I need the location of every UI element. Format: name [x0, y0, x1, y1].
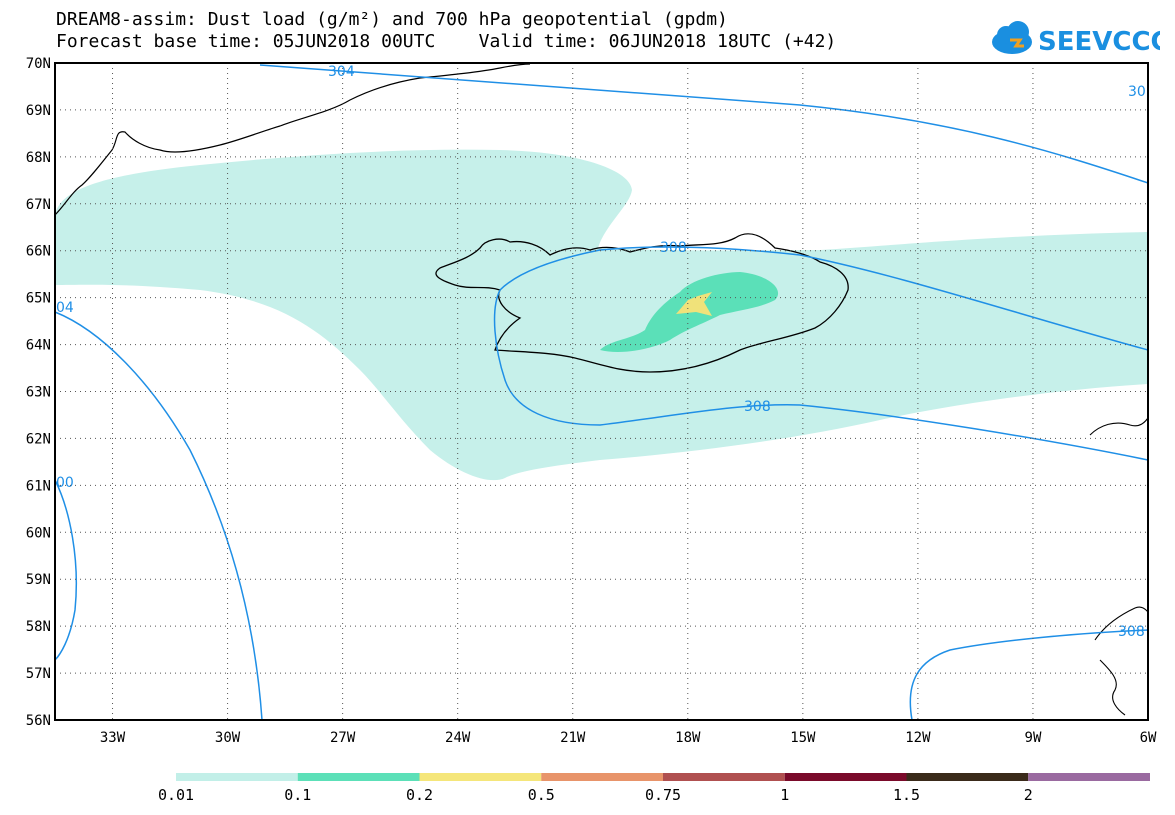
- lon-tick-label: 12W: [905, 730, 931, 746]
- lon-tick-label: 24W: [445, 730, 471, 746]
- lon-tick-label: 6W: [1140, 730, 1157, 746]
- legend-label: 2: [1023, 786, 1033, 804]
- contour-label: 308: [1118, 624, 1145, 640]
- geopotential-contours: [54, 64, 1149, 721]
- seevccc-logo: SEEVCCC: [992, 21, 1160, 57]
- legend-label: 0.2: [405, 786, 434, 804]
- legend-swatch: [906, 773, 1029, 781]
- lon-tick-label: 27W: [330, 730, 356, 746]
- legend-swatch: [541, 773, 663, 781]
- lat-tick-label: 56N: [26, 713, 51, 729]
- lat-tick-label: 63N: [26, 385, 51, 401]
- lat-tick-label: 59N: [26, 572, 51, 588]
- contour-label: 04: [56, 300, 74, 316]
- lon-tick-label: 30W: [215, 730, 241, 746]
- legend-label: 0.75: [644, 786, 682, 804]
- legend-swatch: [1028, 773, 1150, 781]
- legend-label: 0.5: [527, 786, 555, 804]
- lat-tick-label: 61N: [26, 478, 51, 494]
- contour-label: 00: [56, 475, 74, 491]
- contour-label: 30: [1128, 84, 1146, 100]
- lat-tick-label: 69N: [26, 103, 51, 119]
- lon-tick-label: 18W: [675, 730, 701, 746]
- legend-label: 0.1: [284, 786, 312, 804]
- map-frame: [54, 62, 1149, 721]
- lat-tick-label: 58N: [26, 619, 51, 635]
- contour-label: 308: [660, 240, 687, 256]
- contour-label: 304: [328, 64, 355, 80]
- contour-308-lower: [493, 289, 1149, 461]
- contour-label: 308: [744, 399, 771, 415]
- greenland-coastline: [54, 63, 531, 216]
- longitude-labels: 33W 30W 27W 24W 21W 18W 15W 12W 9W 6W: [100, 730, 1157, 746]
- cloud-icon: [992, 21, 1032, 54]
- legend-swatch: [297, 773, 420, 781]
- contour-308-upper: [499, 246, 1149, 351]
- lon-tick-label: 21W: [560, 730, 586, 746]
- legend-swatch: [784, 773, 907, 781]
- legend-swatch: [176, 773, 298, 781]
- lat-tick-label: 67N: [26, 197, 51, 213]
- lat-tick-label: 57N: [26, 666, 51, 682]
- lat-tick-label: 68N: [26, 150, 51, 166]
- contour-labels: 304 308 308 04 00 308 30: [56, 64, 1146, 640]
- lat-tick-label: 66N: [26, 244, 51, 260]
- legend-swatch: [419, 773, 542, 781]
- lat-tick-label: 64N: [26, 338, 51, 354]
- logo-text: SEEVCCC: [1038, 27, 1160, 57]
- contour-308-se: [909, 629, 1149, 721]
- lat-tick-label: 70N: [26, 56, 51, 72]
- dust-area-low: [55, 149, 1148, 481]
- map-subtitle: Forecast base time: 05JUN2018 00UTC Vali…: [56, 31, 837, 52]
- lat-tick-label: 60N: [26, 525, 51, 541]
- scotland-coastline: [1089, 417, 1149, 720]
- lon-tick-label: 9W: [1025, 730, 1042, 746]
- legend-label: 0.01: [157, 786, 195, 804]
- map-title: DREAM8-assim: Dust load (g/m²) and 700 h…: [56, 9, 728, 30]
- latitude-labels: 70N 69N 68N 67N 66N 65N 64N 63N 62N 61N 60N 59N 58N 5…: [26, 56, 51, 729]
- legend-colorbar: [176, 773, 1150, 781]
- gridlines: [55, 63, 1148, 720]
- legend-label: 1.5: [892, 786, 921, 804]
- dust-area-high: [676, 292, 712, 316]
- contour-300: [54, 479, 78, 661]
- legend-swatch: [663, 773, 785, 781]
- lon-tick-label: 15W: [790, 730, 816, 746]
- lon-tick-label: 33W: [100, 730, 126, 746]
- legend-label: 1: [780, 786, 790, 804]
- contour-304-west: [54, 311, 263, 721]
- contour-304-north: [259, 64, 1149, 184]
- iceland-coastline: [435, 233, 849, 373]
- lat-tick-label: 62N: [26, 431, 51, 447]
- lat-tick-label: 65N: [26, 291, 51, 307]
